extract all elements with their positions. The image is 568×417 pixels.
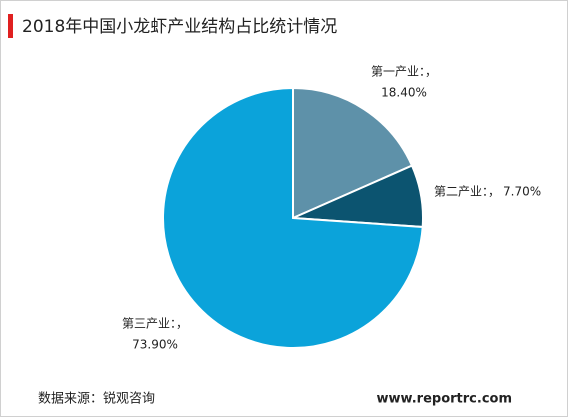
source: 数据来源：锐观咨询 — [38, 392, 155, 407]
website: www.reportrc.com — [377, 392, 512, 407]
data-label-value: 73.90% — [132, 338, 178, 352]
data-label-category: 第二产业：， — [434, 185, 500, 199]
data-label-value: 18.40% — [381, 86, 427, 100]
pie-slice — [292, 86, 414, 220]
data-label-value: 7.70% — [503, 185, 541, 199]
data-label-category: 第三产业：， — [122, 317, 188, 331]
data-label-category: 第一产业：， — [371, 65, 437, 79]
pie-slice — [162, 86, 424, 349]
title-accent — [8, 14, 13, 38]
chart-title: 2018年中国小龙虾产业结构占比统计情况 — [22, 17, 337, 37]
